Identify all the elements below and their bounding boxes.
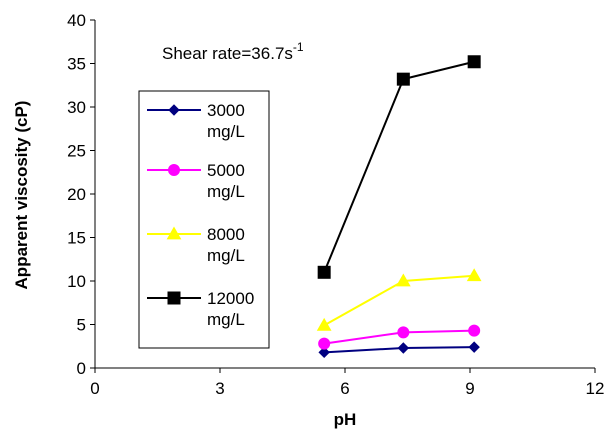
legend-label-line1: 8000 [207, 225, 245, 244]
legend-entry-2: 8000 mg/L [147, 225, 245, 265]
x-tick-label: 6 [340, 379, 349, 398]
legend-entry-0: 3000 mg/L [147, 101, 245, 141]
legend-label-line1: 5000 [207, 161, 245, 180]
legend-label-line2: mg/L [207, 122, 245, 141]
data-point-circle [318, 337, 331, 350]
legend-label-line2: mg/L [207, 310, 245, 329]
data-point-triangle [316, 317, 332, 331]
data-point-triangle [466, 268, 482, 282]
data-point-square [317, 265, 331, 279]
x-tick-label: 0 [90, 379, 99, 398]
x-axis-title: pH [334, 410, 357, 429]
series-layer [316, 55, 482, 359]
data-point-circle [468, 324, 481, 337]
data-point-square [467, 55, 481, 69]
y-tick-label: 30 [67, 98, 86, 117]
y-tick-label: 35 [67, 55, 86, 74]
y-tick-label: 10 [67, 272, 86, 291]
y-tick-label: 25 [67, 142, 86, 161]
y-tick-label: 5 [77, 316, 86, 335]
series-1 [318, 324, 481, 350]
series-0 [318, 341, 480, 359]
y-tick-label: 40 [67, 11, 86, 30]
shear-rate-superscript: -1 [293, 40, 304, 54]
shear-rate-annotation: Shear rate=36.7s-1 [162, 40, 304, 63]
legend-entry-3: 12000 mg/L [147, 289, 254, 329]
legend: 3000 mg/L 5000 mg/L 8000 mg/L 12000 mg/L [138, 90, 270, 349]
x-tick-label: 9 [465, 379, 474, 398]
data-point-circle [397, 326, 410, 339]
legend-marker-triangle [166, 226, 182, 240]
series-3 [317, 55, 481, 279]
legend-marker-diamond [168, 104, 180, 116]
ticks: 0 5 10 15 20 25 30 35 40 0 3 6 9 12 [67, 11, 604, 398]
y-axis-title: Apparent viscosity (cP) [12, 101, 31, 290]
data-point-diamond [397, 342, 410, 354]
legend-label-line1: 3000 [207, 101, 245, 120]
data-point-diamond [468, 341, 480, 353]
legend-box [138, 90, 270, 349]
data-point-diamond [318, 346, 330, 359]
legend-marker-square [167, 291, 181, 305]
legend-label-line2: mg/L [207, 182, 245, 201]
y-tick-label: 20 [67, 185, 86, 204]
x-tick-label: 3 [215, 379, 224, 398]
series-line [323, 60, 475, 273]
y-tick-label: 0 [77, 359, 86, 378]
data-point-triangle [395, 273, 411, 287]
legend-label-line1: 12000 [207, 289, 254, 308]
y-tick-label: 15 [67, 229, 86, 248]
legend-label-line2: mg/L [207, 246, 245, 265]
data-point-square [396, 72, 410, 86]
x-tick-label: 12 [586, 379, 605, 398]
legend-marker-circle [168, 164, 180, 176]
legend-entry-1: 5000 mg/L [147, 161, 245, 201]
series-2 [316, 268, 482, 331]
shear-rate-text: Shear rate=36.7s [162, 44, 293, 63]
